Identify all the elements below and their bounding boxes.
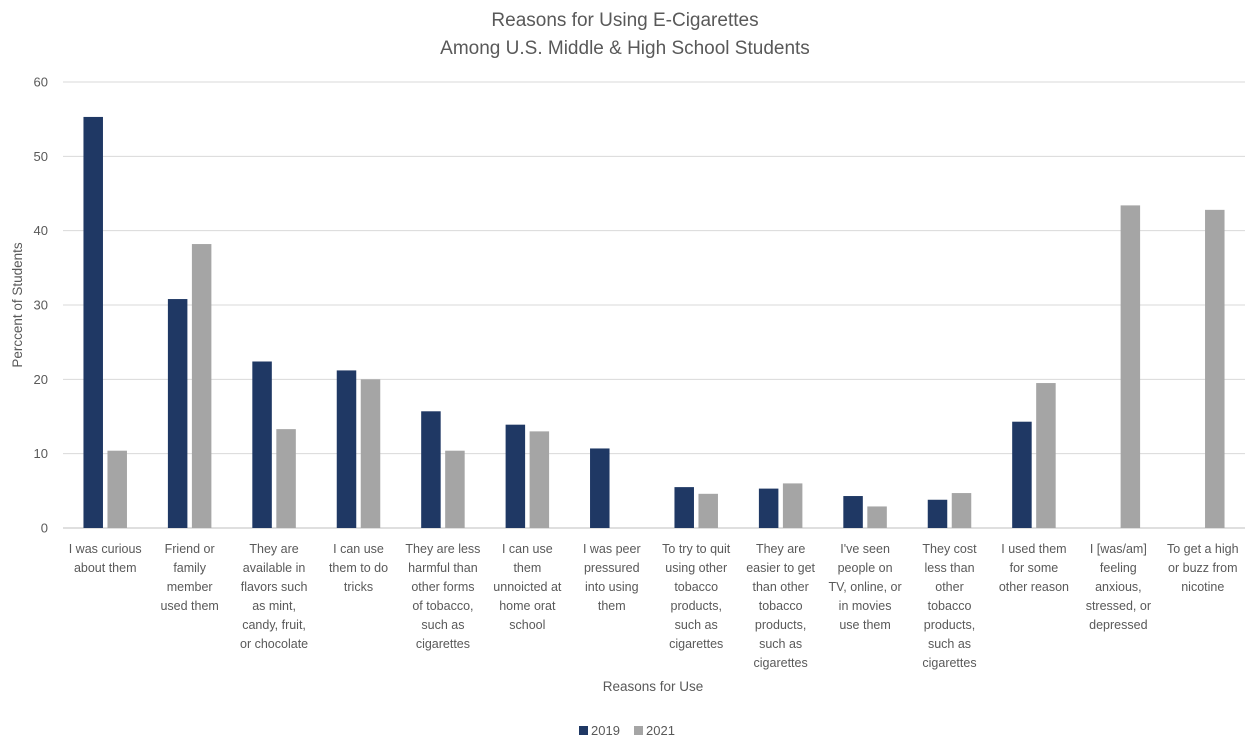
y-tick-label: 0 (41, 521, 48, 536)
bar-2021 (191, 244, 212, 528)
legend: 2019 2021 (579, 723, 675, 738)
bar-2021 (360, 379, 381, 528)
bar-2019 (83, 116, 103, 528)
x-tick-label: They are easier to get than other tobacco pr… (746, 542, 815, 670)
bar-2021 (276, 429, 296, 528)
bar-2019 (590, 448, 610, 528)
y-tick-label: 40 (34, 223, 48, 238)
x-tick-label: To try to quit using other tobacco products… (662, 542, 731, 651)
x-tick-label: I can use them unnoicted at home orat school (493, 542, 562, 632)
x-tick-label: They cost less than other tobacco products, s… (922, 542, 977, 670)
bar-2019 (252, 361, 272, 528)
x-tick-label: They are available in flavors such as mint,… (240, 542, 308, 651)
bar-2021 (1120, 205, 1141, 529)
bar-2019 (758, 488, 779, 528)
bar-2021 (951, 493, 972, 528)
bar-2021 (1205, 209, 1225, 528)
bar-2019 (421, 411, 441, 528)
chart-title: Reasons for Using E-Cigarettes Among U.S.… (440, 10, 810, 59)
bar-2019 (843, 496, 863, 528)
bar-2019 (505, 424, 526, 528)
y-tick-label: 20 (34, 372, 48, 387)
legend-swatch-2021 (634, 726, 643, 735)
bar-2021 (782, 483, 803, 528)
bar-2019 (167, 299, 188, 528)
legend-label-2021: 2021 (646, 723, 675, 738)
y-tick-label: 60 (34, 75, 48, 90)
x-tick-label: I was curious about them (69, 542, 142, 575)
x-tick-label: Friend or family member used them (160, 542, 218, 613)
legend-label-2019: 2019 (591, 723, 620, 738)
x-tick-label: I used them for some other reason (999, 542, 1069, 594)
bar-2019 (336, 370, 357, 528)
x-tick-label: To get a high or buzz from nicotine (1167, 542, 1239, 594)
x-axis-title: Reasons for Use (603, 679, 704, 694)
bar-2021 (1036, 383, 1056, 528)
chart-title-line: Reasons for Using E-Cigarettes (491, 10, 758, 31)
bars (83, 116, 1225, 529)
x-axis-category-labels: I was curious about them Friend or family me… (69, 542, 1239, 670)
chart-title-line: Among U.S. Middle & High School Students (440, 38, 810, 59)
bar-2021 (698, 493, 718, 528)
y-tick-label: 50 (34, 149, 48, 164)
y-tick-label: 10 (34, 446, 48, 461)
x-tick-label: I [was/am] feeling anxious, stressed, or dep… (1086, 542, 1151, 632)
y-axis-title: Perccent of Students (10, 242, 25, 368)
x-tick-label: I was peer pressured into using them (583, 542, 641, 613)
x-tick-label: I can use them to do tricks (329, 542, 388, 594)
bar-2019 (674, 487, 694, 528)
x-tick-label: I've seen people on TV, online, or in movie… (828, 542, 901, 632)
y-axis-ticks: 0 10 20 30 40 50 60 (34, 75, 48, 536)
bar-2019 (1012, 421, 1032, 528)
bar-2021 (529, 431, 550, 528)
bar-2019 (927, 499, 948, 528)
legend-swatch-2019 (579, 726, 588, 735)
x-tick-label: They are less harmful than other forms of t… (405, 542, 480, 651)
gridlines (63, 81, 1245, 529)
bar-2021 (867, 506, 887, 528)
y-tick-label: 30 (34, 298, 48, 313)
bar-2021 (107, 450, 127, 528)
bar-2021 (445, 450, 465, 528)
